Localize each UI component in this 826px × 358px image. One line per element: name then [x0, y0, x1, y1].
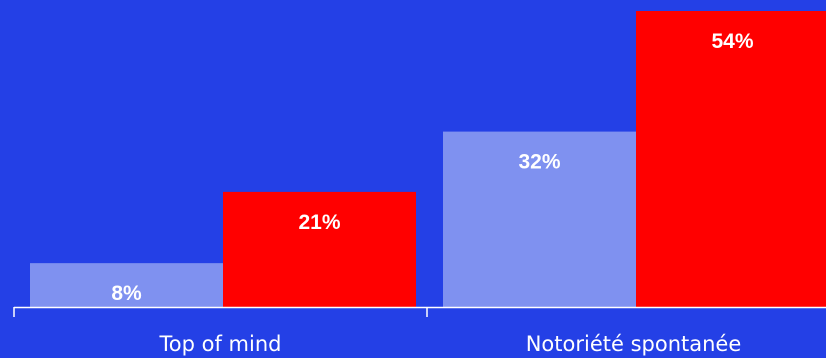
bar-a-1 [443, 131, 636, 307]
category-label-1: Notoriété spontanée [526, 332, 742, 356]
data-label-a-1: 32% [518, 151, 560, 174]
data-label-b-1: 54% [711, 30, 753, 53]
category-label-0: Top of mind [159, 332, 282, 356]
bars-layer [30, 11, 826, 307]
data-labels-layer: 8% 21% 32% 54% [111, 30, 754, 305]
bar-b-1 [636, 11, 826, 307]
data-label-a-0: 8% [111, 282, 142, 305]
category-labels-layer: Top of mind Notoriété spontanée [159, 332, 742, 356]
x-axis [13, 306, 826, 317]
bar-b-0 [223, 191, 416, 307]
bar-a-0 [30, 263, 223, 307]
data-label-b-0: 21% [298, 211, 340, 234]
